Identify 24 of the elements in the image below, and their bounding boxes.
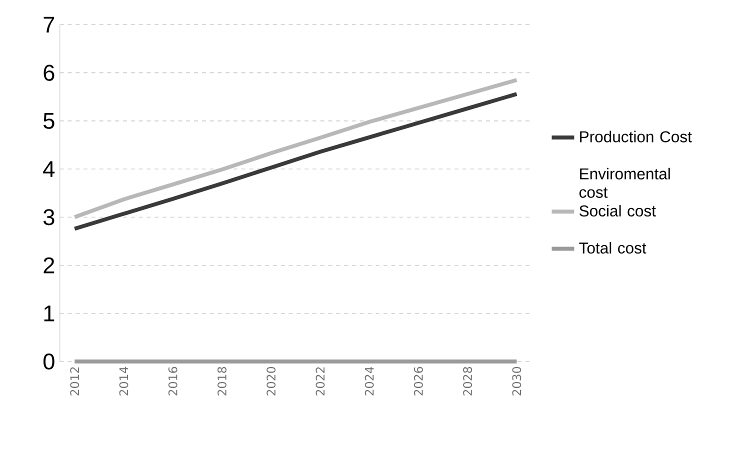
y-tick-label: 0 (43, 354, 54, 370)
x-tick-label: 2028 (463, 367, 472, 396)
y-tick-label: 2 (44, 257, 54, 274)
x-tick-label: 2014 (119, 366, 128, 396)
line-series (72, 78, 519, 220)
text: Enviromental cost (579, 168, 670, 198)
y-tick-label: 7 (44, 16, 54, 33)
y-tick-label: 1 (44, 306, 54, 322)
legend-label: Production Cost (580, 130, 692, 142)
x-tick-label: 2012 (70, 367, 80, 396)
y-tick-label: 6 (44, 64, 54, 81)
legend-label: Social cost (580, 205, 656, 217)
x-tick-label: 2016 (168, 367, 178, 396)
x-tick-label: 2030 (512, 367, 522, 396)
x-tick-label: 2018 (218, 367, 226, 396)
line-series (72, 92, 519, 231)
x-tick-label: 2022 (316, 367, 325, 396)
y-tick-label: 3 (43, 209, 54, 226)
x-tick-label: 2026 (414, 367, 423, 396)
x-tick-label: 2024 (364, 366, 374, 396)
y-tick-label: 4 (43, 161, 55, 177)
y-tick-label: 5 (44, 113, 54, 129)
x-tick-label: 2020 (266, 367, 276, 396)
legend-label: Total cost (579, 242, 646, 254)
